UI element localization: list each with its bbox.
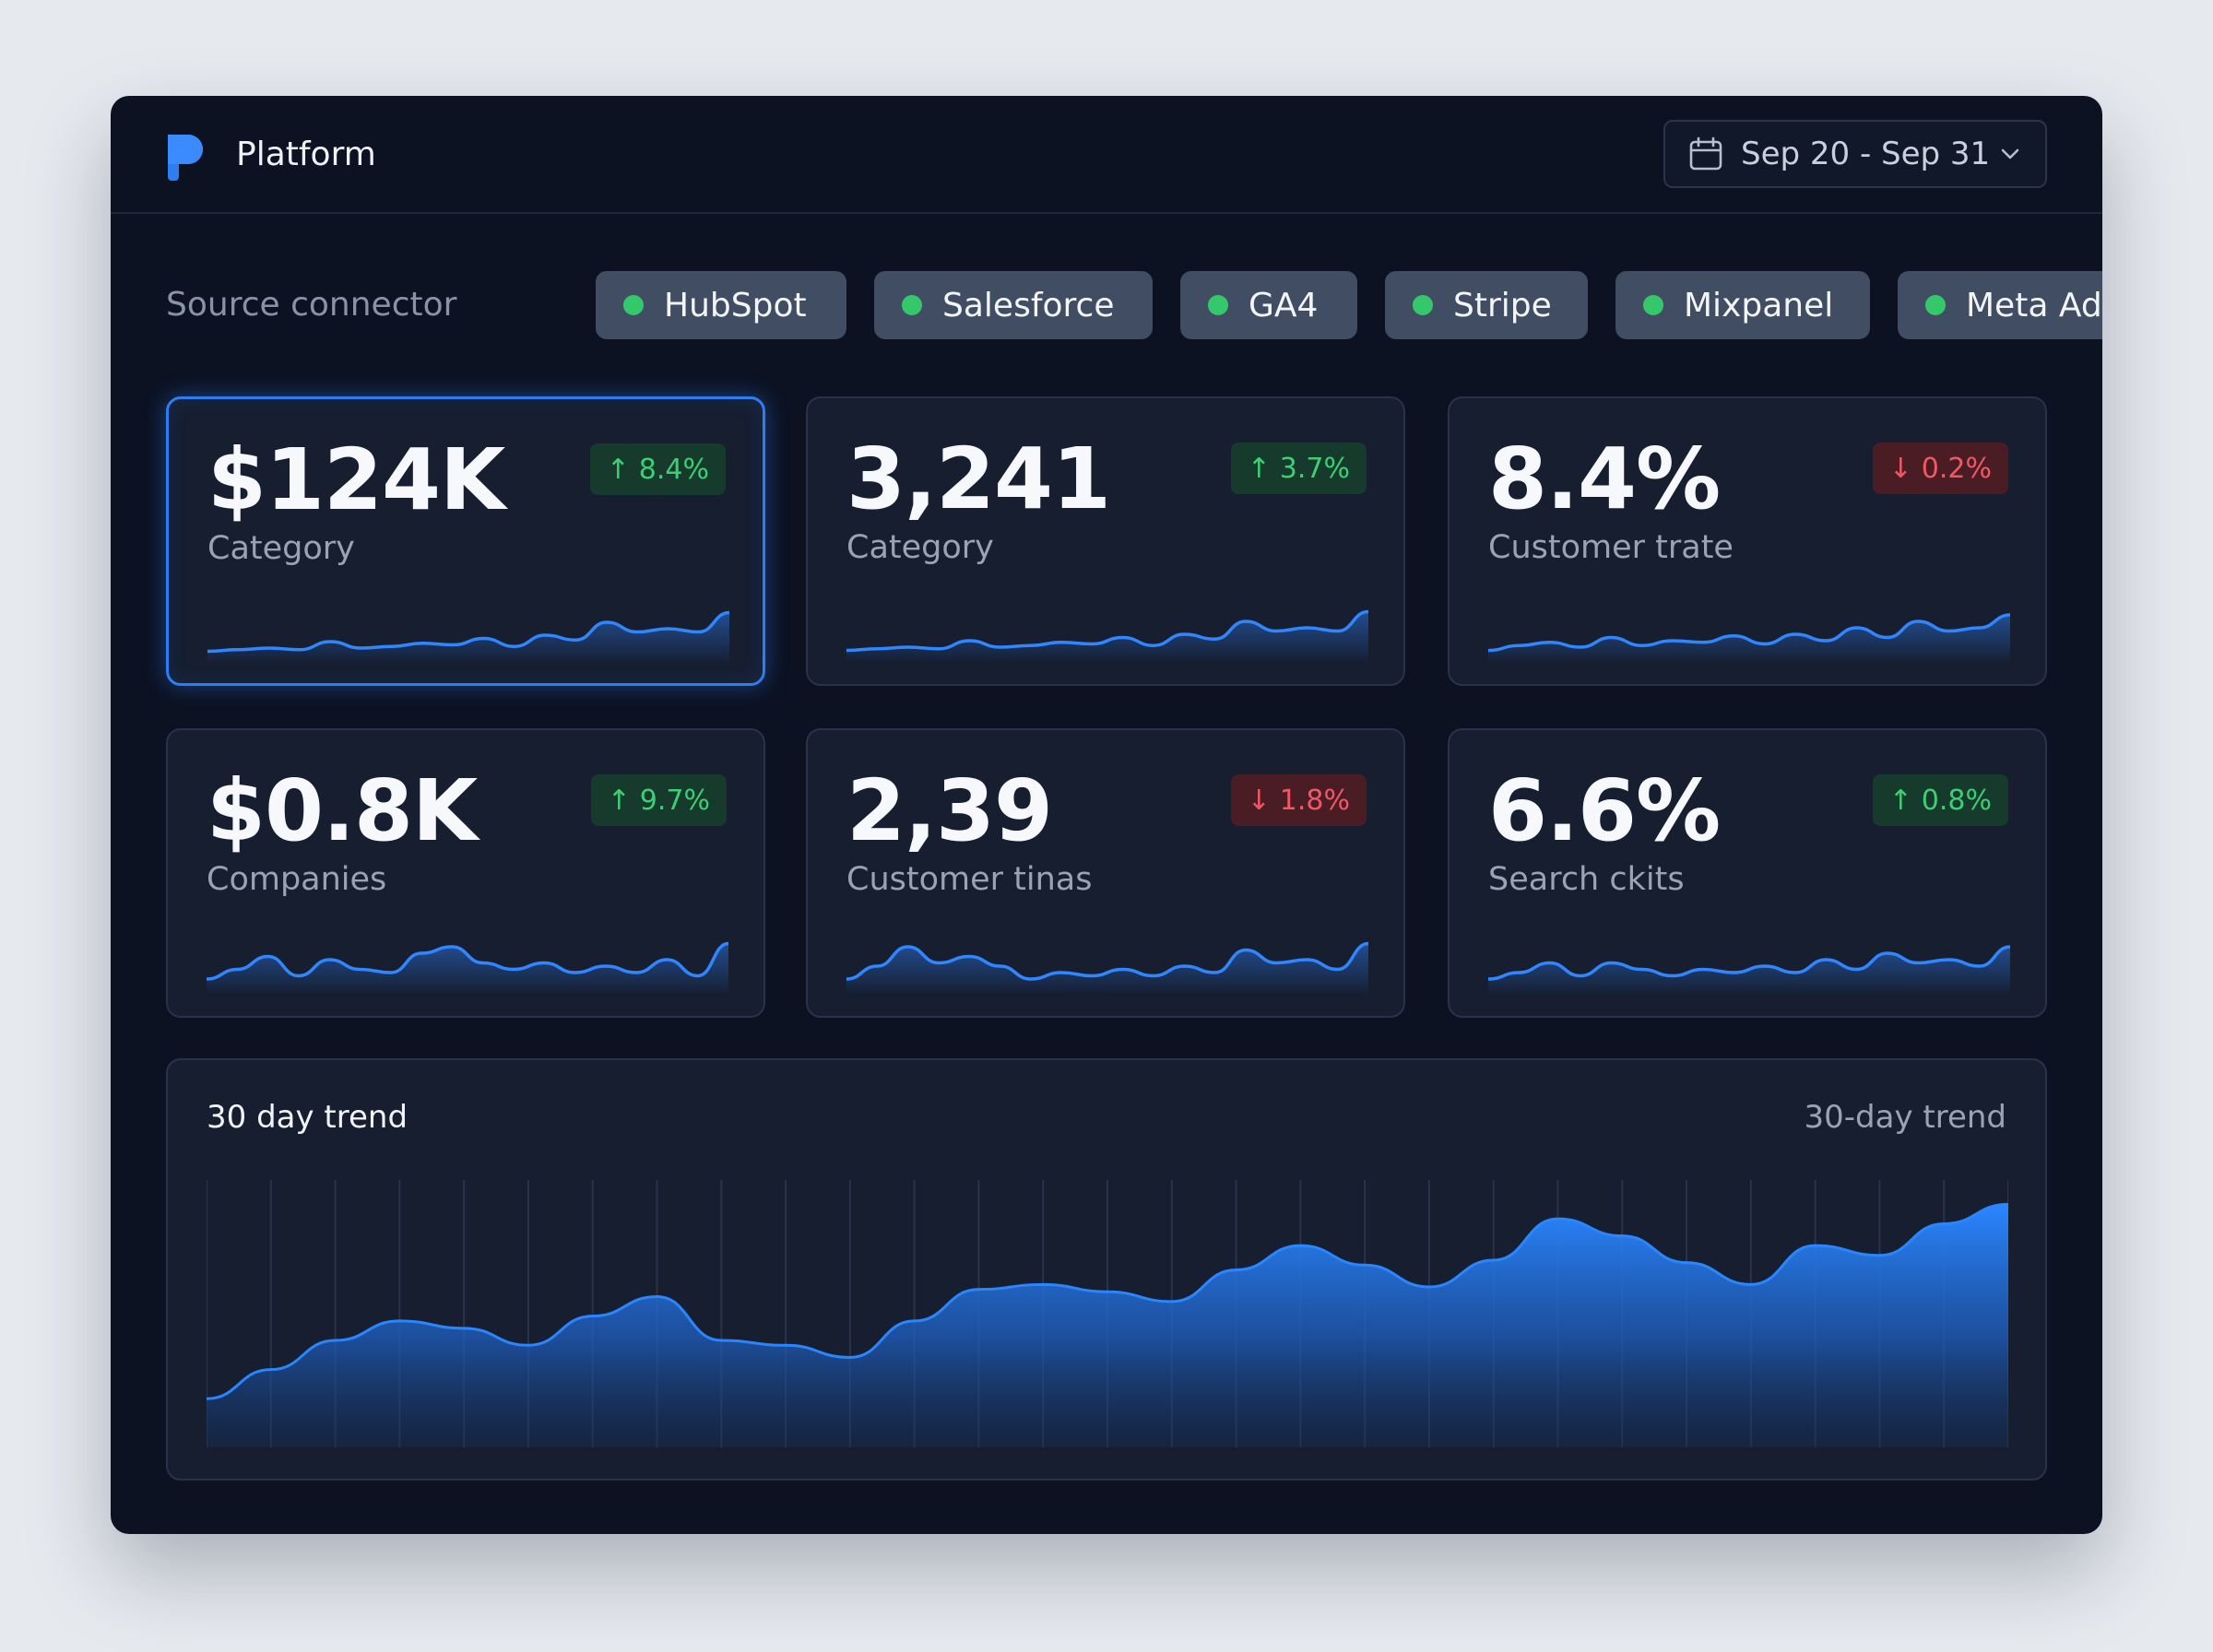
sparkline-line	[1488, 945, 2010, 981]
kpi-label: Companies	[207, 861, 387, 898]
delta-value: 0.8%	[1921, 784, 1992, 817]
chevron-down-icon	[2001, 148, 2019, 159]
sparkline-chart	[1488, 613, 2010, 664]
status-dot-icon	[1925, 295, 1946, 315]
delta-value: 1.8%	[1279, 784, 1350, 817]
status-dot-icon	[1208, 295, 1228, 315]
connector-chip-hubspot[interactable]: HubSpot	[596, 271, 846, 339]
kpi-value: $0.8K	[207, 761, 478, 860]
arrow-up-icon: ↑	[1888, 784, 1912, 817]
kpi-label: Category	[846, 529, 994, 566]
delta-value: 3.7%	[1279, 452, 1350, 485]
trend-line	[207, 1202, 2008, 1400]
kpi-label: Customer trate	[1488, 529, 1734, 566]
sparkline-area	[207, 612, 729, 665]
sparkline-line	[846, 941, 1368, 981]
sparkline-chart	[207, 941, 728, 996]
connector-name: Mixpanel	[1684, 286, 1834, 324]
sparkline-area	[1488, 947, 2010, 996]
arrow-up-icon: ↑	[607, 784, 631, 817]
delta-value: 9.7%	[639, 784, 710, 817]
kpi-label: Category	[207, 530, 355, 567]
sparkline-line	[207, 610, 729, 654]
sparkline-area	[207, 943, 728, 996]
delta-badge: ↑ 0.8%	[1872, 774, 2008, 826]
kpi-card-revenue[interactable]: $124K Category ↑ 8.4%	[166, 396, 765, 686]
status-dot-icon	[902, 295, 922, 315]
kpi-card-search-clicks[interactable]: 6.6% Search ckits ↑ 0.8%	[1448, 728, 2047, 1018]
connector-name: GA4	[1249, 286, 1319, 324]
trend-subtitle: 30-day trend	[1804, 1099, 2007, 1136]
source-connector-bar: Source connector HubSpot Salesforce GA4 …	[166, 271, 2102, 339]
sparkline-line	[846, 609, 1368, 653]
delta-badge: ↓ 0.2%	[1872, 442, 2008, 494]
status-dot-icon	[1643, 295, 1663, 315]
trend-area	[207, 1204, 2008, 1447]
arrow-up-icon: ↑	[1247, 452, 1271, 485]
date-range-label: Sep 20 - Sep 31	[1741, 136, 1991, 172]
connector-name: Stripe	[1453, 286, 1552, 324]
delta-badge: ↑ 8.4%	[589, 443, 726, 495]
delta-value: 8.4%	[638, 453, 709, 486]
kpi-value: $124K	[207, 431, 505, 529]
sparkline-chart	[1488, 945, 2010, 996]
connector-chip-stripe[interactable]: Stripe	[1385, 271, 1588, 339]
calendar-icon	[1689, 136, 1722, 171]
dashboard-window: Platform Sep 20 - Sep 31 Source connecto…	[111, 96, 2102, 1534]
sparkline-area	[1488, 615, 2010, 664]
sparkline-line	[1488, 613, 2010, 653]
kpi-card-customer-times[interactable]: 2,39 Customer tinas ↓ 1.8%	[806, 728, 1405, 1018]
kpi-label: Customer tinas	[846, 861, 1093, 898]
connector-chip-ga4[interactable]: GA4	[1180, 271, 1357, 339]
app-title: Platform	[236, 136, 376, 173]
sparkline-chart	[846, 941, 1368, 996]
kpi-label: Search ckits	[1488, 861, 1685, 898]
source-connector-label: Source connector	[166, 286, 457, 324]
kpi-card-count[interactable]: 3,241 Category ↑ 3.7%	[806, 396, 1405, 686]
kpi-value: 6.6%	[1488, 761, 1721, 860]
kpi-card-companies[interactable]: $0.8K Companies ↑ 9.7%	[166, 728, 765, 1018]
connector-chip-salesforce[interactable]: Salesforce	[874, 271, 1153, 339]
date-range-picker[interactable]: Sep 20 - Sep 31	[1663, 120, 2047, 188]
connector-chip-mixpanel[interactable]: Mixpanel	[1615, 271, 1870, 339]
connector-name: Salesforce	[942, 286, 1115, 324]
arrow-up-icon: ↑	[606, 453, 630, 486]
status-dot-icon	[1413, 295, 1433, 315]
connector-chip-meta-ads[interactable]: Meta Ads	[1898, 271, 2102, 339]
connector-name: HubSpot	[664, 286, 807, 324]
sparkline-line	[207, 941, 728, 981]
sparkline-chart	[846, 609, 1368, 664]
delta-badge: ↑ 3.7%	[1230, 442, 1367, 494]
status-dot-icon	[623, 295, 644, 315]
connector-name: Meta Ads	[1966, 286, 2102, 324]
sparkline-chart	[207, 610, 729, 665]
top-bar: Platform Sep 20 - Sep 31	[111, 96, 2102, 214]
kpi-value: 2,39	[846, 761, 1053, 860]
sparkline-area	[846, 943, 1368, 996]
delta-value: 0.2%	[1921, 452, 1992, 485]
delta-badge: ↑ 9.7%	[590, 774, 727, 826]
trend-panel: 30 day trend 30-day trend	[166, 1058, 2047, 1481]
arrow-down-icon: ↓	[1888, 452, 1912, 485]
kpi-value: 8.4%	[1488, 430, 1721, 528]
kpi-value: 3,241	[846, 430, 1111, 528]
trend-area-chart	[207, 1180, 2008, 1447]
delta-badge: ↓ 1.8%	[1230, 774, 1367, 826]
arrow-down-icon: ↓	[1247, 784, 1271, 817]
kpi-card-customer-rate[interactable]: 8.4% Customer trate ↓ 0.2%	[1448, 396, 2047, 686]
trend-title: 30 day trend	[207, 1099, 408, 1136]
platform-logo-icon[interactable]	[164, 131, 210, 181]
sparkline-area	[846, 611, 1368, 664]
